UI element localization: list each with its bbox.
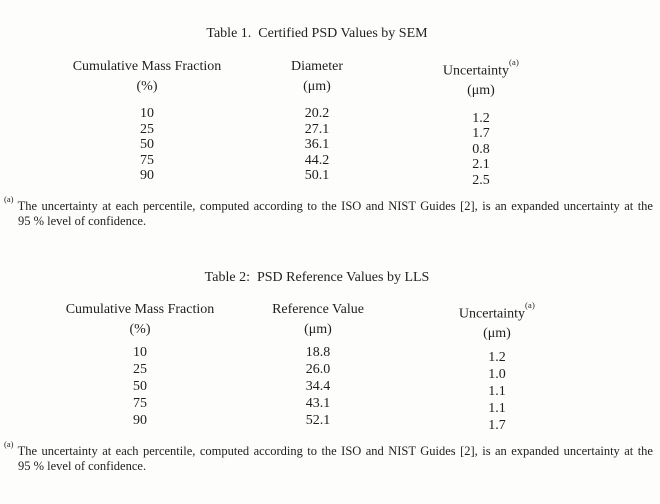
column-unit: (μm) [483,326,511,342]
cell-value: 1.7 [472,126,490,142]
column-values: 1.2 1.0 1.1 1.1 1.7 [367,349,627,434]
table-2-column-uncertainty: Uncertainty(a) (μm) 1.2 1.0 1.1 1.1 1.7 [367,300,627,434]
table-2-column-mass-fraction: Cumulative Mass Fraction (%) 10 25 50 75… [10,300,270,429]
column-header: Reference Value (μm) [188,300,448,339]
cell-value: 50 [140,137,154,153]
cell-value: 36.1 [304,137,330,153]
column-header-label: Cumulative Mass Fraction [72,59,222,74]
cell-value: 90 [133,413,147,428]
column-unit: (μm) [303,78,331,94]
footnote-line-2: 95 % level of confidence. [18,214,147,229]
footnote-text: The uncertainty at each percentile, comp… [17,199,653,214]
column-header-label: Reference Value [272,302,364,317]
column-unit: (μm) [304,321,332,337]
cell-value: 2.1 [472,157,490,173]
footnote-marker: (a) [4,438,14,449]
cell-value: 2.5 [472,173,490,189]
column-unit: (%) [136,78,158,94]
column-values: 20.2 27.1 36.1 44.2 50.1 [187,106,447,184]
column-header-label: Cumulative Mass Fraction [65,302,215,317]
cell-value: 44.2 [304,152,330,168]
table-2-column-reference-value: Reference Value (μm) 18.8 26.0 34.4 43.1… [188,300,448,429]
footnote-line-1: (a) The uncertainty at each percentile, … [4,438,653,459]
table-1-column-uncertainty: Uncertainty(a) (μm) 1.2 1.7 0.8 2.1 2.5 [351,57,611,189]
cell-value: 27.1 [304,121,330,137]
table-2-title: Table 2: PSD Reference Values by LLS [204,270,430,285]
column-unit: (μm) [467,83,495,99]
table-1-title: Table 1. Certified PSD Values by SEM [206,26,428,41]
column-values: 10 25 50 75 90 [10,344,270,429]
table-2-footnote: (a) The uncertainty at each percentile, … [4,438,653,475]
footnote-ref-marker: (a) [525,299,536,310]
column-header-label: Uncertainty [458,306,526,322]
footnote-ref-marker: (a) [509,56,520,67]
column-header-label: Diameter [290,59,344,74]
table-1-column-diameter: Diameter (μm) 20.2 27.1 36.1 44.2 50.1 [187,57,447,184]
column-header: Uncertainty(a) (μm) [367,300,627,344]
cell-value: 26.0 [305,362,331,377]
cell-value: 75 [133,396,147,411]
column-header: Uncertainty(a) (μm) [351,57,611,101]
cell-value: 1.7 [488,417,506,433]
cell-value: 25 [140,121,154,137]
column-header: Diameter (μm) [187,57,447,96]
footnote-marker: (a) [4,193,14,204]
cell-value: 50.1 [304,168,330,184]
cell-value: 43.1 [305,396,331,411]
cell-value: 1.2 [472,110,490,126]
column-unit: (%) [129,321,151,337]
footnote-line-2: 95 % level of confidence. [18,459,147,474]
table-1-footnote: (a) The uncertainty at each percentile, … [4,193,653,230]
footnote-line-1: (a) The uncertainty at each percentile, … [4,193,653,214]
cell-value: 34.4 [305,379,331,394]
cell-value: 1.0 [488,366,506,382]
footnote-text: The uncertainty at each percentile, comp… [17,444,653,459]
cell-value: 10 [140,106,154,121]
cell-value: 50 [133,379,147,394]
cell-value: 52.1 [305,413,331,428]
column-values: 18.8 26.0 34.4 43.1 52.1 [188,344,448,429]
column-header: Cumulative Mass Fraction (%) [17,57,277,96]
column-values: 1.2 1.7 0.8 2.1 2.5 [351,111,611,189]
cell-value: 1.1 [488,400,506,416]
cell-value: 0.8 [472,141,490,157]
cell-value: 1.2 [488,349,506,365]
cell-value: 10 [133,345,147,360]
cell-value: 18.8 [305,345,331,360]
column-values: 10 25 50 75 90 [17,106,277,184]
cell-value: 20.2 [304,106,330,121]
cell-value: 25 [133,362,147,377]
cell-value: 90 [140,168,154,184]
column-header-label: Uncertainty [442,63,510,79]
cell-value: 1.1 [488,383,506,399]
table-1-column-mass-fraction: Cumulative Mass Fraction (%) 10 25 50 75… [17,57,277,184]
cell-value: 75 [140,152,154,168]
column-header: Cumulative Mass Fraction (%) [10,300,270,339]
